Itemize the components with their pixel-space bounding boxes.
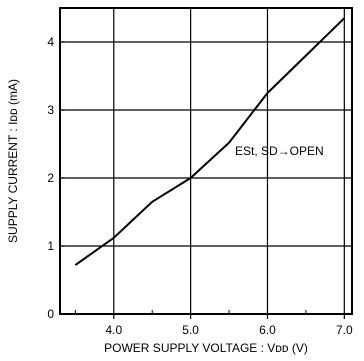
y-tick-label: 4 (47, 35, 54, 49)
y-tick-label: 0 (47, 307, 54, 321)
x-axis-label: POWER SUPPLY VOLTAGE : Vᴅᴅ (V) (104, 341, 308, 355)
grid (60, 8, 352, 314)
y-tick-label: 3 (47, 103, 54, 117)
x-tick-label: 4.0 (105, 323, 122, 337)
annotation-label: ESt, SD→OPEN (235, 144, 324, 158)
y-tick-label: 1 (47, 239, 54, 253)
x-tick-label: 7.0 (336, 323, 353, 337)
y-axis-label: SUPPLY CURRENT : Iᴅᴅ (mA) (6, 79, 20, 243)
y-tick-label: 2 (47, 171, 54, 185)
series-line (74, 17, 345, 266)
x-tick-label: 5.0 (182, 323, 199, 337)
plot-frame (59, 7, 353, 315)
x-tick-label: 6.0 (259, 323, 276, 337)
axis-ticks: 4.0 5.0 6.0 7.0 0 1 2 3 4 (47, 35, 353, 337)
